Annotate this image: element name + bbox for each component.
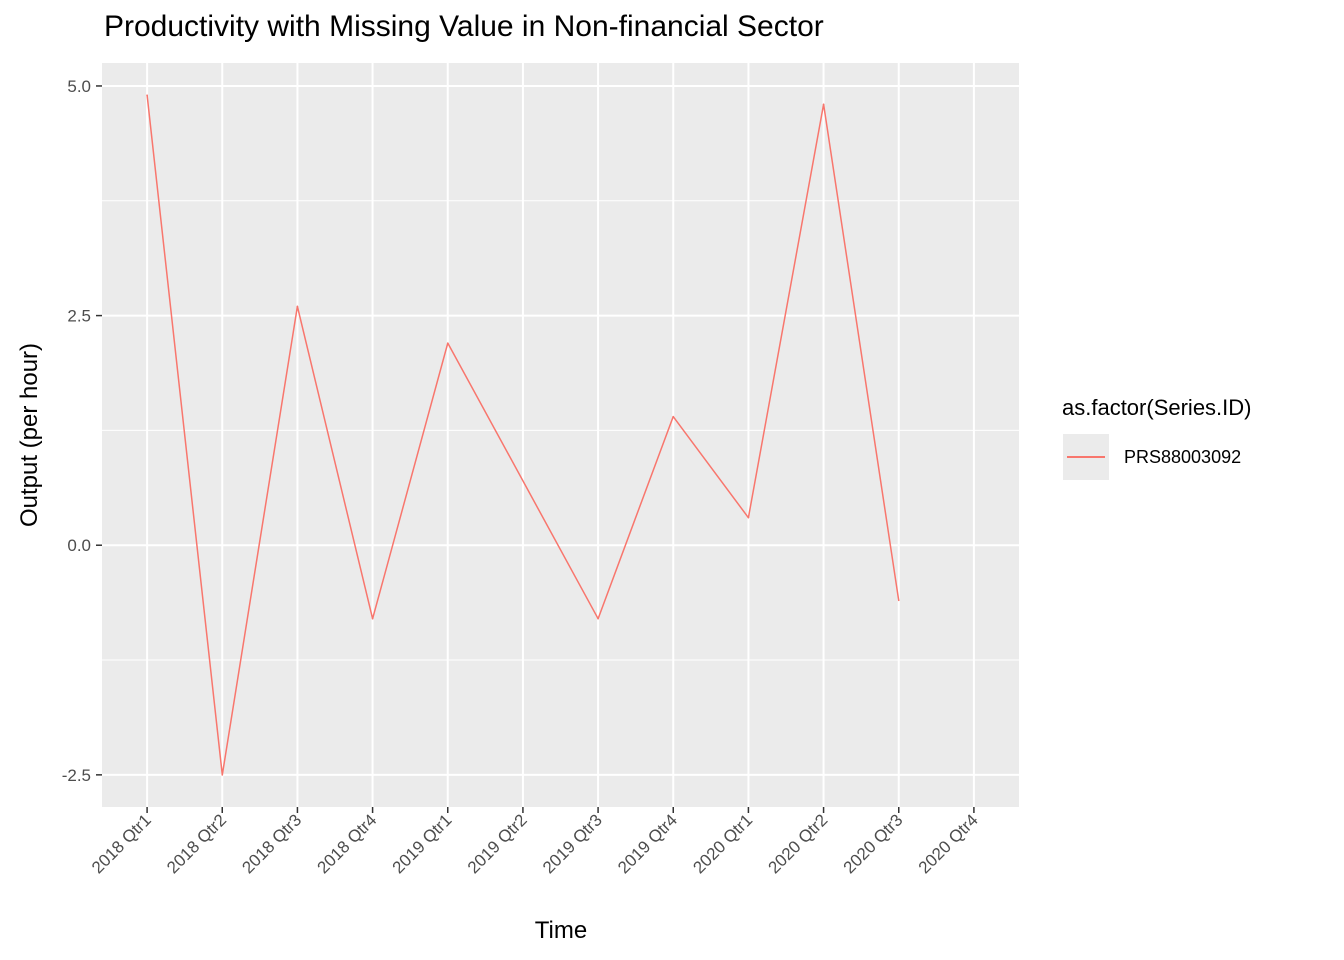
legend-key: [1063, 434, 1109, 480]
minor-gridlines: [102, 200, 1019, 661]
data-point: [897, 599, 900, 602]
series-line: [146, 95, 900, 776]
y-tick-label: -2.5: [62, 766, 91, 785]
x-tick-label: 2019 Qtr1: [389, 810, 456, 877]
plot-panel: [102, 63, 1019, 807]
y-tick-label: 0.0: [67, 536, 91, 555]
legend-label: PRS88003092: [1124, 447, 1242, 467]
data-point: [146, 94, 148, 96]
x-tick-label: 2019 Qtr2: [464, 810, 531, 877]
data-point: [822, 103, 825, 106]
y-tick-label: 2.5: [67, 307, 91, 326]
x-tick-label: 2019 Qtr3: [539, 810, 606, 877]
x-tick-label: 2020 Qtr3: [840, 810, 907, 877]
series-layer: [146, 94, 900, 776]
data-point: [371, 617, 374, 620]
data-point: [597, 617, 599, 620]
data-point: [296, 305, 299, 308]
x-tick-label: 2018 Qtr2: [163, 810, 230, 877]
major-gridlines: [102, 63, 1019, 807]
data-point: [747, 516, 750, 519]
x-axis: 2018 Qtr1 2018 Qtr2 2018 Qtr3 2018 Qtr4 2019…: [88, 807, 982, 877]
x-tick-label: 2018 Qtr3: [238, 810, 305, 877]
x-axis-label: Time: [535, 917, 587, 944]
y-tick-label: 5.0: [67, 77, 91, 96]
chart-title: Productivity with Missing Value in Non-f…: [104, 10, 824, 43]
x-tick-label: 2020 Qtr2: [765, 810, 832, 877]
x-tick-label: 2018 Qtr1: [88, 810, 155, 877]
x-tick-label: 2018 Qtr4: [314, 810, 381, 877]
data-point: [446, 342, 449, 344]
x-tick-label: 2019 Qtr4: [614, 810, 681, 877]
y-axis-label: Output (per hour): [16, 343, 43, 527]
y-axis: -2.5 0.0 2.5 5.0: [62, 77, 102, 785]
legend-key-line: [1067, 456, 1105, 458]
legend-title: as.factor(Series.ID): [1062, 395, 1252, 420]
data-point: [672, 415, 675, 418]
x-tick-label: 2020 Qtr4: [915, 810, 982, 877]
x-tick-label: 2020 Qtr1: [689, 810, 756, 877]
data-point: [221, 774, 224, 776]
